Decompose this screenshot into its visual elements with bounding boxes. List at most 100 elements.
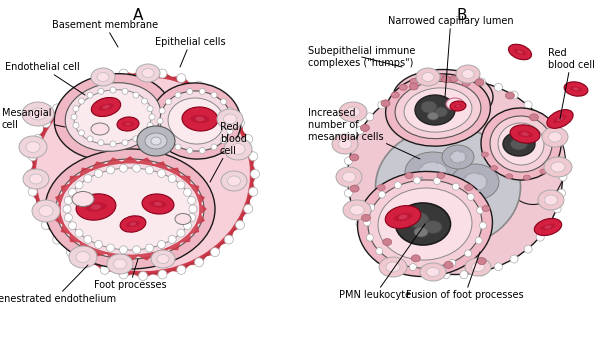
Ellipse shape bbox=[39, 206, 53, 216]
Ellipse shape bbox=[151, 137, 161, 145]
Ellipse shape bbox=[45, 149, 215, 269]
Ellipse shape bbox=[545, 225, 551, 229]
Ellipse shape bbox=[462, 69, 474, 79]
Circle shape bbox=[227, 108, 233, 114]
Ellipse shape bbox=[564, 82, 588, 96]
Circle shape bbox=[510, 91, 518, 99]
Ellipse shape bbox=[411, 255, 420, 262]
Circle shape bbox=[184, 222, 191, 230]
Ellipse shape bbox=[463, 173, 487, 191]
Ellipse shape bbox=[437, 173, 445, 179]
Ellipse shape bbox=[456, 65, 480, 83]
Ellipse shape bbox=[393, 69, 493, 124]
Polygon shape bbox=[62, 239, 87, 258]
Polygon shape bbox=[195, 192, 205, 206]
Ellipse shape bbox=[399, 84, 407, 90]
Ellipse shape bbox=[545, 195, 557, 205]
Ellipse shape bbox=[385, 206, 421, 228]
Ellipse shape bbox=[30, 108, 46, 120]
Ellipse shape bbox=[368, 180, 482, 268]
Circle shape bbox=[142, 130, 148, 136]
Polygon shape bbox=[127, 69, 159, 77]
Circle shape bbox=[67, 248, 76, 257]
Ellipse shape bbox=[149, 201, 167, 208]
Ellipse shape bbox=[136, 64, 160, 82]
Ellipse shape bbox=[72, 191, 94, 207]
Circle shape bbox=[199, 148, 205, 154]
Ellipse shape bbox=[395, 203, 451, 245]
Polygon shape bbox=[165, 167, 181, 178]
Circle shape bbox=[235, 119, 244, 127]
Circle shape bbox=[83, 81, 92, 90]
Polygon shape bbox=[135, 252, 155, 261]
Circle shape bbox=[26, 170, 35, 179]
Circle shape bbox=[420, 164, 423, 167]
Polygon shape bbox=[61, 222, 72, 235]
Circle shape bbox=[536, 113, 544, 121]
Ellipse shape bbox=[477, 257, 486, 265]
Circle shape bbox=[392, 255, 400, 263]
Circle shape bbox=[168, 175, 176, 183]
Ellipse shape bbox=[339, 102, 367, 122]
Circle shape bbox=[524, 245, 532, 253]
Polygon shape bbox=[188, 222, 199, 235]
Circle shape bbox=[189, 205, 197, 213]
Circle shape bbox=[71, 114, 77, 120]
Circle shape bbox=[557, 157, 566, 165]
Circle shape bbox=[364, 219, 371, 226]
Circle shape bbox=[464, 186, 467, 189]
Ellipse shape bbox=[32, 200, 60, 222]
Ellipse shape bbox=[438, 194, 458, 210]
Ellipse shape bbox=[126, 221, 140, 227]
Ellipse shape bbox=[347, 80, 563, 275]
Ellipse shape bbox=[378, 188, 472, 260]
Circle shape bbox=[378, 245, 386, 253]
Ellipse shape bbox=[142, 194, 174, 214]
Polygon shape bbox=[119, 254, 140, 262]
Polygon shape bbox=[178, 175, 191, 186]
Ellipse shape bbox=[475, 79, 484, 86]
Ellipse shape bbox=[151, 83, 241, 159]
Polygon shape bbox=[76, 83, 104, 97]
Ellipse shape bbox=[69, 246, 97, 268]
Ellipse shape bbox=[444, 262, 453, 268]
Circle shape bbox=[139, 272, 148, 280]
Ellipse shape bbox=[377, 185, 385, 190]
Circle shape bbox=[424, 268, 433, 276]
Ellipse shape bbox=[221, 171, 247, 191]
Polygon shape bbox=[61, 183, 72, 195]
Ellipse shape bbox=[54, 73, 172, 160]
Text: Narrowed capillary lumen: Narrowed capillary lumen bbox=[388, 16, 514, 97]
Circle shape bbox=[82, 258, 91, 267]
Circle shape bbox=[133, 246, 140, 254]
Circle shape bbox=[33, 134, 42, 144]
Circle shape bbox=[510, 255, 518, 263]
Ellipse shape bbox=[421, 101, 437, 113]
Polygon shape bbox=[151, 161, 169, 171]
Ellipse shape bbox=[336, 167, 362, 187]
Circle shape bbox=[79, 130, 85, 136]
Circle shape bbox=[442, 75, 450, 83]
Circle shape bbox=[145, 244, 154, 252]
Polygon shape bbox=[30, 143, 41, 172]
Circle shape bbox=[442, 271, 450, 279]
Ellipse shape bbox=[379, 257, 407, 277]
Ellipse shape bbox=[395, 81, 481, 139]
Circle shape bbox=[559, 173, 567, 181]
Ellipse shape bbox=[405, 173, 413, 179]
Text: Red
blood cell: Red blood cell bbox=[548, 48, 595, 119]
Ellipse shape bbox=[350, 205, 364, 215]
Ellipse shape bbox=[361, 124, 370, 131]
Circle shape bbox=[459, 150, 462, 153]
Circle shape bbox=[211, 248, 220, 257]
Circle shape bbox=[439, 196, 442, 199]
Ellipse shape bbox=[343, 200, 371, 220]
Ellipse shape bbox=[386, 262, 400, 272]
Circle shape bbox=[145, 166, 154, 174]
Ellipse shape bbox=[517, 131, 533, 137]
Ellipse shape bbox=[22, 102, 54, 126]
Ellipse shape bbox=[113, 259, 127, 269]
Circle shape bbox=[475, 237, 482, 244]
Polygon shape bbox=[135, 157, 155, 166]
Polygon shape bbox=[55, 192, 65, 206]
